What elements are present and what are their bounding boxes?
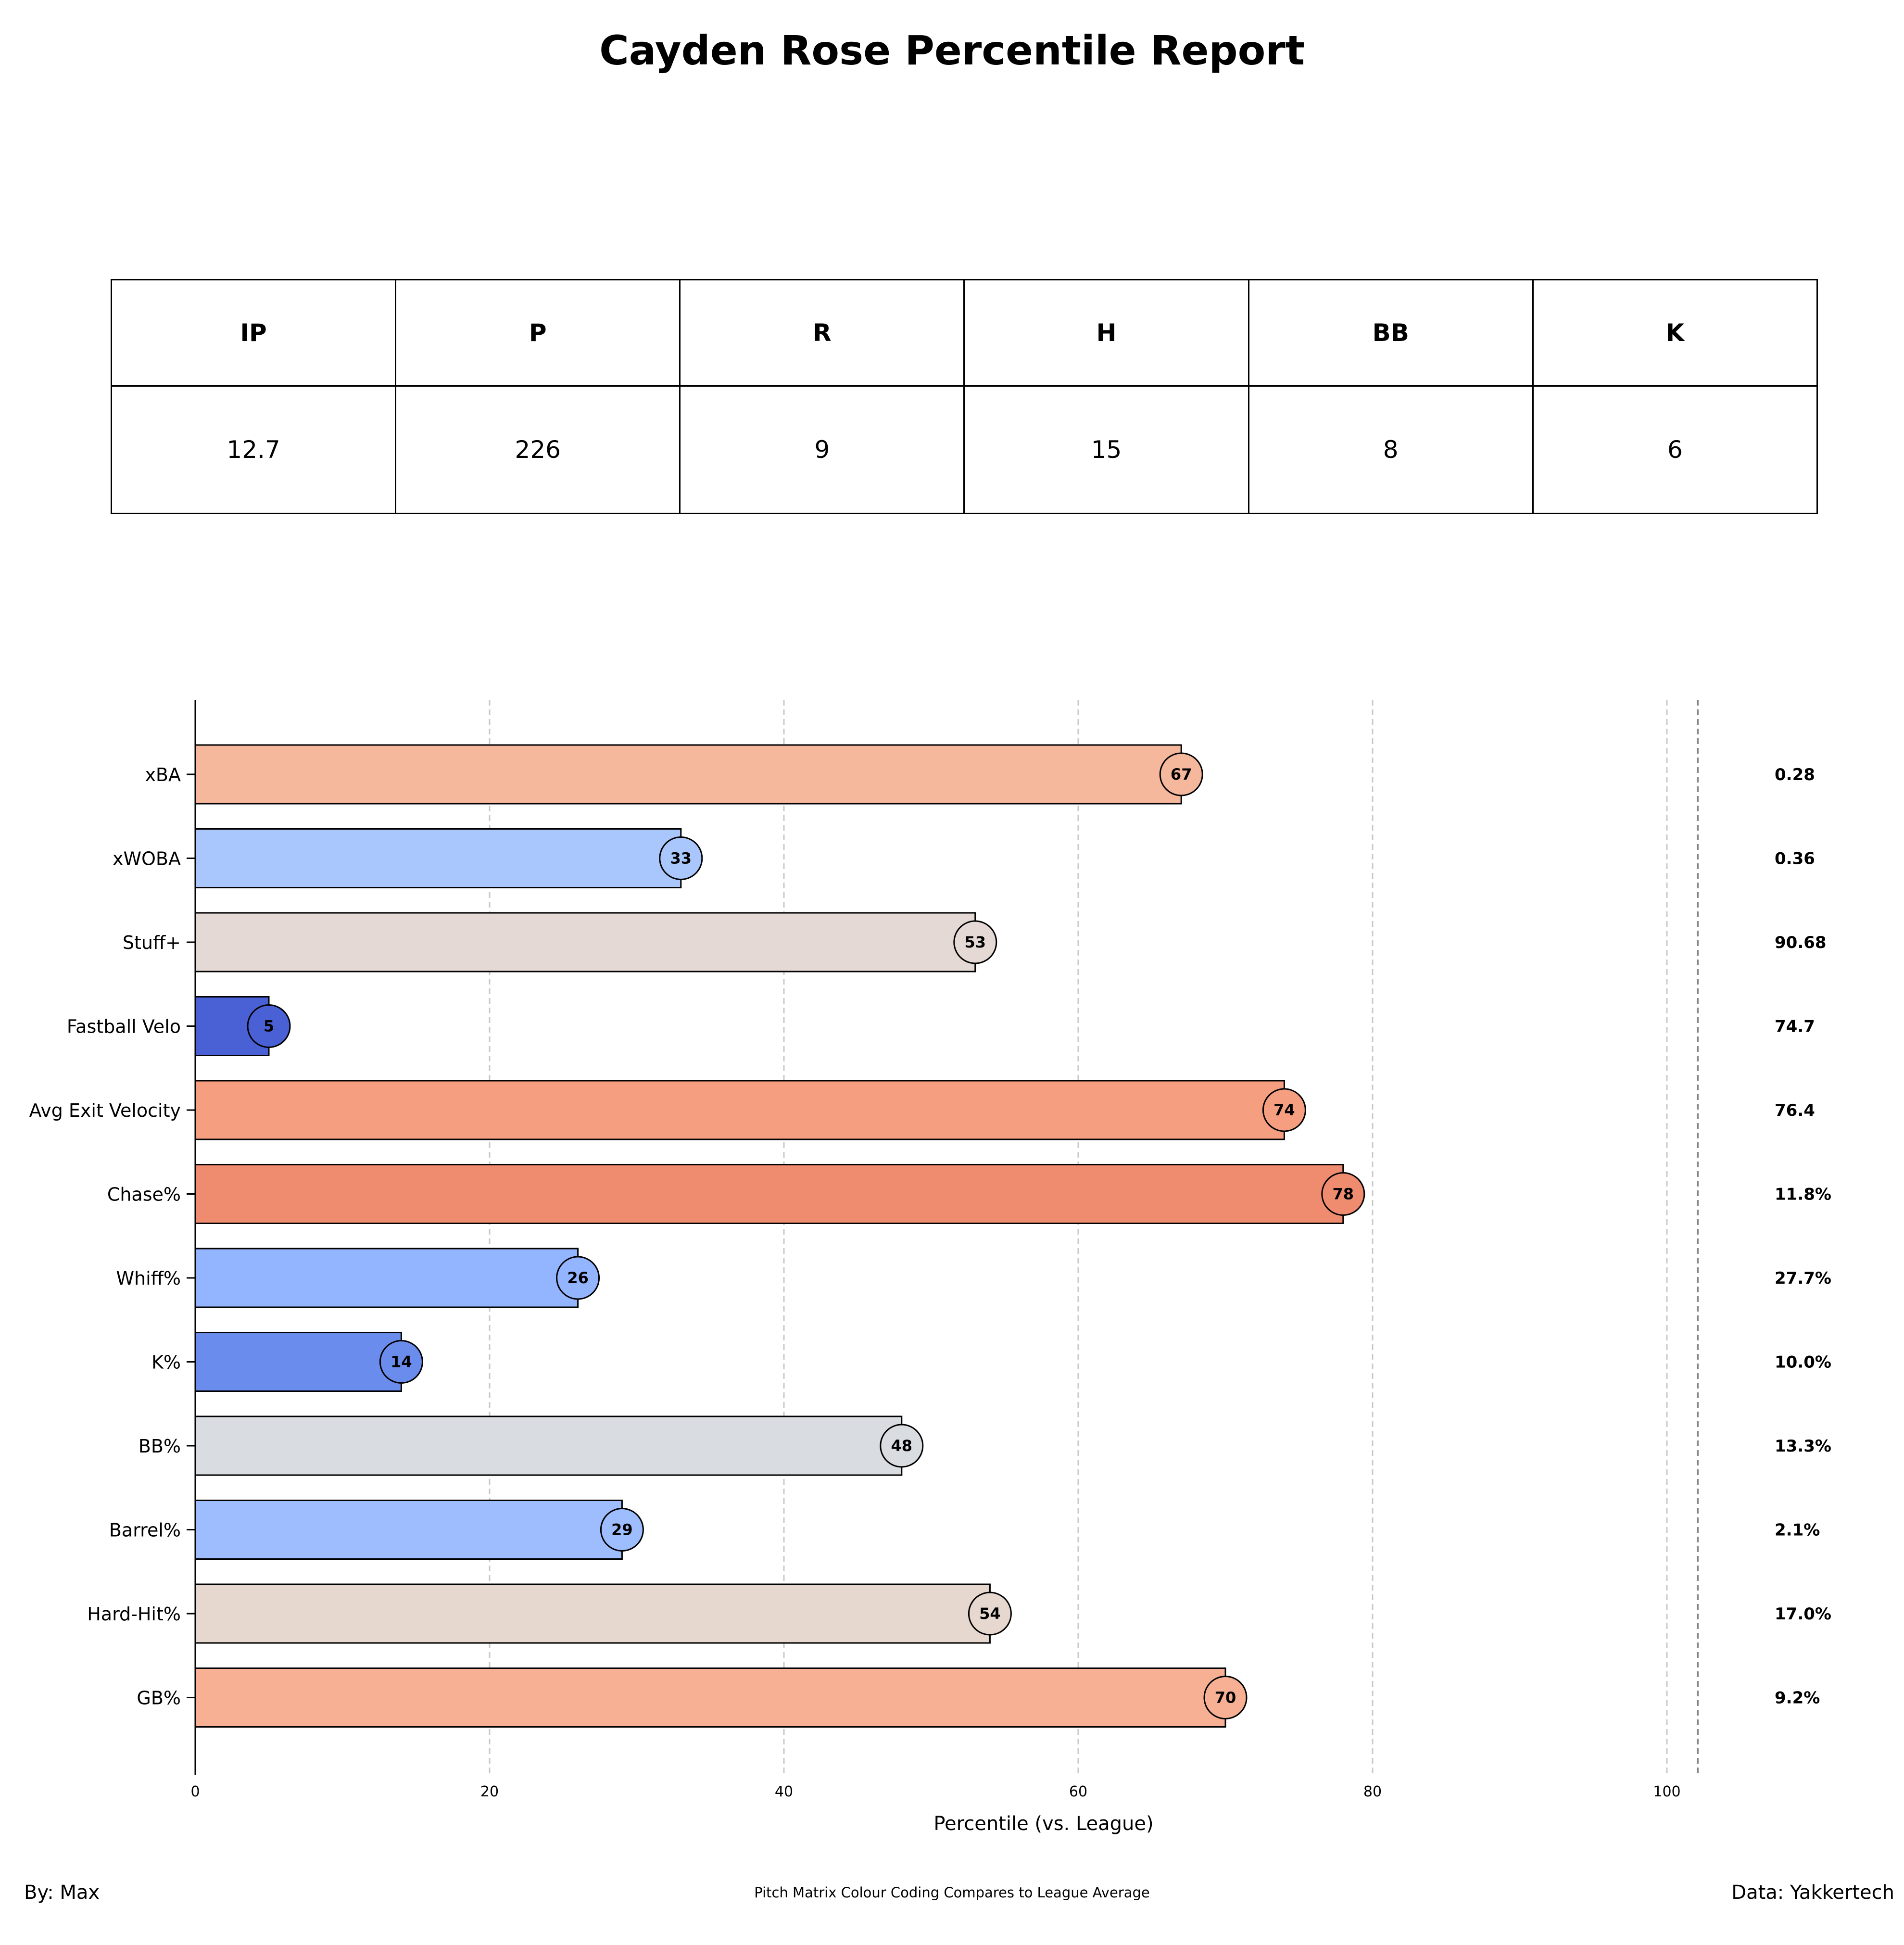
x-axis-label: Percentile (vs. League) [933, 1813, 1153, 1835]
percentile-label: 29 [611, 1521, 633, 1539]
category-label: Chase% [107, 1184, 181, 1205]
percentile-label: 70 [1215, 1689, 1236, 1707]
raw-value-label: 76.4 [1775, 1101, 1815, 1120]
raw-value-label: 90.68 [1775, 933, 1827, 952]
percentile-marker [1321, 1172, 1365, 1216]
stat-value: 226 [395, 385, 681, 514]
bar [194, 1248, 579, 1308]
category-label: GB% [137, 1688, 181, 1709]
raw-value-label: 17.0% [1775, 1604, 1831, 1624]
x-tick-label: 80 [1363, 1783, 1382, 1800]
bar [194, 912, 976, 972]
stat-header: IP [110, 279, 397, 387]
bar [194, 1164, 1344, 1224]
stat-header: R [679, 279, 965, 387]
category-label: Avg Exit Velocity [29, 1100, 181, 1121]
x-tick-label: 20 [480, 1783, 499, 1800]
x-tick-label: 40 [775, 1783, 793, 1800]
percentile-marker [1203, 1676, 1248, 1719]
raw-value-label: 0.28 [1775, 765, 1815, 784]
category-label: K% [151, 1352, 181, 1373]
stats-header-row: IP P R H BB K [110, 279, 1818, 387]
raw-value-label: 9.2% [1775, 1689, 1820, 1708]
percentile-label: 78 [1333, 1185, 1354, 1203]
percentile-marker [968, 1591, 1012, 1636]
stat-value: 15 [963, 385, 1249, 514]
bar [194, 1583, 991, 1644]
bar [194, 828, 682, 888]
category-label: Stuff+ [123, 932, 181, 953]
category-label: Whiff% [116, 1268, 181, 1289]
x-tick-label: 100 [1653, 1783, 1680, 1800]
category-label: Hard-Hit% [87, 1604, 181, 1625]
bar [194, 744, 1182, 805]
axis-layer: xBA 0.28 xWOBA 0.36 Stuff+ 90.68 Fastball Velo… [29, 700, 1831, 1800]
footer-note: Pitch Matrix Colour Coding Compares to L… [754, 1884, 1150, 1901]
stat-value: 8 [1248, 385, 1534, 514]
raw-value-label: 27.7% [1775, 1269, 1831, 1288]
raw-value-label: 13.3% [1775, 1437, 1831, 1456]
stat-header: H [963, 279, 1249, 387]
stat-value: 6 [1532, 385, 1818, 514]
raw-value-label: 11.8% [1775, 1185, 1831, 1204]
stat-header: BB [1248, 279, 1534, 387]
bar [194, 1500, 623, 1560]
category-label: Fastball Velo [67, 1016, 181, 1037]
stat-value: 9 [679, 385, 965, 514]
stat-value: 12.7 [110, 385, 397, 514]
report-title: Cayden Rose Percentile Report [599, 27, 1305, 74]
percentile-label: 26 [567, 1269, 589, 1287]
percentile-marker [953, 920, 997, 964]
percentile-label: 53 [965, 933, 986, 951]
percentile-marker [556, 1256, 600, 1300]
footer-source: Data: Yakkertech [1731, 1882, 1894, 1904]
percentile-label: 48 [891, 1437, 913, 1455]
raw-value-label: 10.0% [1775, 1353, 1831, 1372]
raw-value-label: 74.7 [1775, 1017, 1815, 1036]
category-label: xWOBA [113, 848, 181, 870]
percentile-marker [1262, 1088, 1306, 1132]
stats-value-row: 12.7 226 9 15 8 6 [110, 385, 1818, 514]
category-label: BB% [139, 1436, 181, 1457]
raw-value-label: 0.36 [1775, 849, 1815, 869]
percentile-label: 67 [1171, 765, 1192, 783]
category-label: xBA [145, 764, 181, 785]
bar [194, 1080, 1285, 1140]
percentile-marker [379, 1340, 423, 1384]
percentile-label: 74 [1274, 1101, 1295, 1119]
stat-header: K [1532, 279, 1818, 387]
category-label: Barrel% [109, 1520, 181, 1541]
percentile-label: 5 [264, 1017, 274, 1036]
bar [194, 1415, 903, 1476]
percentile-marker [1159, 752, 1203, 796]
x-tick-label: 0 [190, 1783, 200, 1800]
bar [194, 1332, 402, 1392]
percentile-label: 54 [979, 1604, 1001, 1623]
percentile-marker [659, 836, 703, 880]
percentile-label: 33 [670, 849, 692, 868]
footer-author: By: Max [24, 1882, 100, 1904]
percentile-marker [880, 1424, 924, 1468]
stat-header: P [395, 279, 681, 387]
percentile-label: 14 [391, 1353, 412, 1371]
bars-layer: 67 33 53 5 74 78 26 14 48 29 54 70 [194, 744, 1365, 1728]
percentile-marker [600, 1508, 644, 1552]
raw-value-label: 2.1% [1775, 1521, 1820, 1540]
percentile-marker [247, 1004, 291, 1048]
x-tick-label: 60 [1069, 1783, 1087, 1800]
stats-table: IP P R H BB K 12.7 226 9 15 8 6 [110, 279, 1818, 514]
bar [194, 1667, 1226, 1728]
